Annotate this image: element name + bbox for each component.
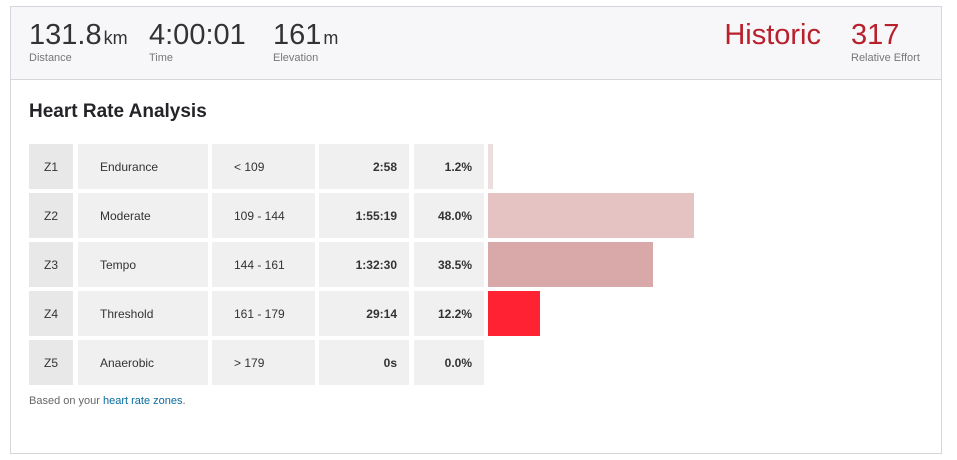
- zone-time: 1:55:19: [319, 193, 409, 238]
- zone-time: 0s: [319, 340, 409, 385]
- stat-value: 4:00:01: [149, 19, 246, 52]
- zone-range: 161 - 179: [212, 291, 315, 336]
- zone-name: Anaerobic: [78, 340, 208, 385]
- activity-panel: Historic 317 Relative Effort 131.8 km Dist…: [10, 6, 942, 454]
- zone-name: Threshold: [78, 291, 208, 336]
- zone-range: > 179: [212, 340, 315, 385]
- stat-number: 161: [273, 19, 322, 51]
- zone-bar: [488, 291, 541, 336]
- zone-percent: 48.0%: [414, 193, 484, 238]
- zone-time: 1:32:30: [319, 242, 409, 287]
- footer-end: .: [182, 395, 186, 407]
- effort-status: Historic: [724, 19, 821, 51]
- zone-time: 2:58: [319, 144, 409, 189]
- zones-link[interactable]: heart rate zones: [103, 395, 183, 407]
- effort-value: 317: [851, 19, 900, 51]
- zone-name: Moderate: [78, 193, 208, 238]
- zone-bar: [488, 193, 694, 238]
- stat-label: Elevation: [273, 52, 319, 64]
- zone-percent: 1.2%: [414, 144, 484, 189]
- zone-name: Tempo: [78, 242, 208, 287]
- stat-number: 4:00:01: [149, 19, 246, 51]
- stat: 4:00:01 Time: [149, 19, 246, 64]
- stat-label: Time: [149, 52, 174, 64]
- stat-value: 131.8 km: [29, 19, 128, 52]
- zone-range: 109 - 144: [212, 193, 315, 238]
- zone-percent: 38.5%: [414, 242, 484, 287]
- stat: 161 m Elevation: [273, 19, 338, 64]
- stat-unit: km: [103, 28, 128, 48]
- zone-name: Endurance: [78, 144, 208, 189]
- zone: Z4: [29, 291, 73, 336]
- zone: Z1: [29, 144, 73, 189]
- zone-percent: 0.0%: [414, 340, 484, 385]
- header: Historic 317 Relative Effort 131.8 km Dist…: [11, 7, 941, 80]
- zone-bar: [488, 242, 654, 287]
- zone-time: 29:14: [319, 291, 409, 336]
- footer-text: Based on your: [29, 395, 100, 407]
- section-title: Heart Rate Analysis: [29, 101, 207, 122]
- zone-range: 144 - 161: [212, 242, 315, 287]
- stat-unit: m: [323, 28, 339, 48]
- effort: 317 Relative Effort: [851, 19, 920, 64]
- zone-range: < 109: [212, 144, 315, 189]
- stat-number: 131.8: [29, 19, 102, 51]
- stat: 131.8 km Distance: [29, 19, 128, 64]
- footer: Based on your heart rate zones.: [29, 395, 186, 407]
- stat-label: Distance: [29, 52, 72, 64]
- zone: Z5: [29, 340, 73, 385]
- stat-value: 161 m: [273, 19, 338, 52]
- zone-bar: [488, 144, 494, 189]
- zone: Z3: [29, 242, 73, 287]
- effort-label: Relative Effort: [851, 52, 920, 64]
- zone: Z2: [29, 193, 73, 238]
- zone-percent: 12.2%: [414, 291, 484, 336]
